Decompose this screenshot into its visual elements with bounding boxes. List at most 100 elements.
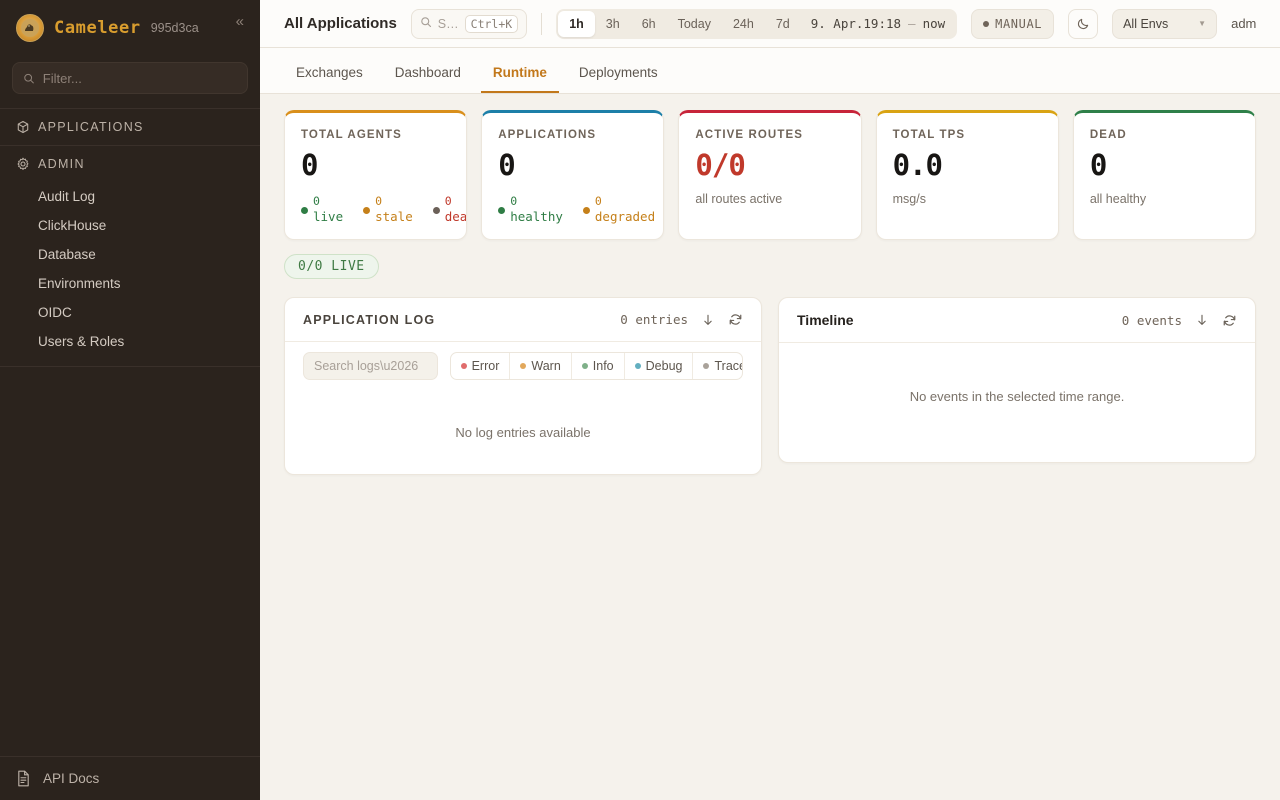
log-level-error[interactable]: Error — [451, 353, 511, 379]
range-from: 9. Apr.19:18 — [810, 16, 902, 31]
level-dot-icon — [520, 363, 527, 369]
panel-row: APPLICATION LOG 0 entries — [284, 297, 1256, 475]
cube-icon — [17, 120, 29, 134]
log-level-debug[interactable]: Debug — [625, 353, 694, 379]
absolute-time-range[interactable]: 9. Apr.19:18 — now — [801, 11, 955, 37]
kpi-stat-value: 0 — [594, 194, 602, 209]
api-docs-label: API Docs — [43, 771, 100, 786]
kpi-card-applications: APPLICATIONS 0 0 healthy — [481, 110, 665, 240]
refresh-mode-label: MANUAL — [995, 16, 1043, 31]
user-menu[interactable]: adm — [1231, 16, 1257, 31]
sidebar-divider-bottom — [0, 366, 260, 367]
kpi-stat-dead: 0 dead — [432, 194, 466, 224]
kpi-card-total-tps: TOTAL TPS 0.0 msg/s — [875, 110, 1059, 240]
kpi-label: TOTAL TPS — [892, 129, 966, 141]
filter-input[interactable] — [42, 70, 237, 86]
kpi-stat-label: healthy — [510, 208, 563, 224]
status-dot-icon — [301, 207, 308, 215]
application-log-panel: APPLICATION LOG 0 entries — [284, 297, 762, 475]
kpi-label: DEAD — [1089, 129, 1127, 141]
timeline-panel-actions: 0 events — [1122, 313, 1237, 328]
tab-deployments[interactable]: Deployments — [578, 64, 658, 80]
tab-exchanges[interactable]: Exchanges — [296, 64, 363, 80]
kpi-stat-list: 0 live 0 stale — [301, 194, 466, 224]
double-chevron-left-icon[interactable]: « — [235, 13, 244, 30]
sidebar-section-applications[interactable]: APPLICATIONS — [0, 109, 260, 145]
log-panel-actions: 0 entries — [620, 312, 743, 327]
kpi-stat-live: 0 live — [301, 194, 343, 224]
arrow-down-icon[interactable] — [1195, 313, 1209, 327]
search-placeholder: S… — [437, 16, 459, 31]
environment-select[interactable]: All Envs ▼ — [1112, 8, 1218, 39]
kpi-value: 0 — [1089, 148, 1107, 182]
sidebar-section-admin[interactable]: ADMIN — [0, 146, 260, 182]
range-1h[interactable]: 1h — [558, 10, 595, 37]
range-3h[interactable]: 3h — [605, 16, 620, 31]
sidebar-item-api-docs[interactable]: API Docs — [0, 756, 260, 800]
tab-runtime[interactable]: Runtime — [480, 65, 559, 93]
log-entry-count: 0 entries — [620, 312, 688, 327]
range-today[interactable]: Today — [677, 16, 711, 31]
log-panel-header: APPLICATION LOG 0 entries — [285, 298, 761, 342]
log-panel-title: APPLICATION LOG — [303, 312, 436, 327]
kpi-stat-label: live — [313, 208, 344, 224]
filter-box[interactable] — [12, 62, 248, 94]
sidebar-item-clickhouse[interactable]: ClickHouse — [38, 218, 107, 233]
tab-bar: Exchanges Dashboard Runtime Deployments — [260, 48, 1280, 94]
topbar-divider — [541, 12, 543, 35]
sidebar-item-environments[interactable]: Environments — [38, 276, 121, 291]
sidebar-section-label: APPLICATIONS — [38, 120, 144, 134]
tab-dashboard[interactable]: Dashboard — [394, 64, 461, 80]
log-level-label: Debug — [645, 359, 683, 373]
kpi-stat-healthy: 0 healthy — [498, 194, 563, 224]
kpi-stat-value: 0 — [313, 194, 320, 209]
timeline-panel-header: Timeline 0 events — [779, 298, 1255, 343]
kpi-value: 0.0 — [892, 148, 943, 182]
kpi-stat-value: 0 — [510, 194, 518, 209]
kpi-card-active-routes: ACTIVE ROUTES 0/0 all routes active — [678, 110, 862, 240]
log-level-info[interactable]: Info — [572, 353, 625, 379]
refresh-mode-button[interactable]: MANUAL — [971, 8, 1055, 39]
time-range-group: 1h 3h 6h Today 24h 7d 9. Apr.19:18 — now — [556, 8, 958, 39]
brand-hash: 995d3ca — [150, 21, 199, 35]
log-level-warn[interactable]: Warn — [510, 353, 572, 379]
log-search-box[interactable] — [303, 352, 438, 380]
document-icon — [18, 770, 29, 787]
theme-toggle-button[interactable] — [1068, 8, 1099, 39]
kpi-label: APPLICATIONS — [498, 129, 597, 141]
sidebar-brand[interactable]: Cameleer 995d3ca « — [0, 0, 260, 56]
status-badge: 0/0 LIVE — [284, 254, 379, 279]
range-7d[interactable]: 7d — [775, 16, 790, 31]
log-level-label: Error — [471, 359, 500, 373]
kpi-card-dead: DEAD 0 all healthy — [1072, 110, 1257, 240]
status-dot-icon — [363, 207, 371, 215]
sidebar: Cameleer 995d3ca « APPLICATIONS — [0, 0, 260, 800]
sidebar-spacer — [0, 367, 260, 756]
refresh-icon[interactable] — [1222, 313, 1237, 328]
status-dot-icon — [983, 20, 990, 27]
live-badge-row: 0/0 LIVE — [284, 240, 1256, 279]
kpi-stat-stale: 0 stale — [363, 194, 413, 224]
brand-name: Cameleer — [54, 18, 141, 38]
sidebar-section-label: ADMIN — [38, 157, 85, 171]
log-search-input[interactable] — [314, 359, 427, 373]
kpi-subtext: all routes active — [695, 192, 783, 207]
sidebar-item-database[interactable]: Database — [38, 247, 96, 262]
level-dot-icon — [634, 363, 641, 369]
timeline-panel: Timeline 0 events — [778, 297, 1256, 463]
status-dot-icon — [582, 207, 590, 215]
arrow-down-icon[interactable] — [701, 313, 715, 327]
sidebar-item-users-roles[interactable]: Users & Roles — [38, 334, 125, 349]
level-dot-icon — [460, 363, 467, 369]
sidebar-item-oidc[interactable]: OIDC — [38, 305, 72, 320]
global-search[interactable]: S… Ctrl+K — [410, 8, 528, 39]
timeline-empty-state: No events in the selected time range. — [909, 389, 1125, 404]
sidebar-item-audit-log[interactable]: Audit Log — [38, 189, 96, 204]
log-level-trace[interactable]: Trace — [693, 353, 742, 379]
refresh-icon[interactable] — [728, 312, 743, 327]
range-6h[interactable]: 6h — [641, 16, 656, 31]
range-24h[interactable]: 24h — [732, 16, 754, 31]
gear-icon — [17, 157, 29, 170]
kpi-card-row: TOTAL AGENTS 0 0 live — [284, 110, 1257, 240]
